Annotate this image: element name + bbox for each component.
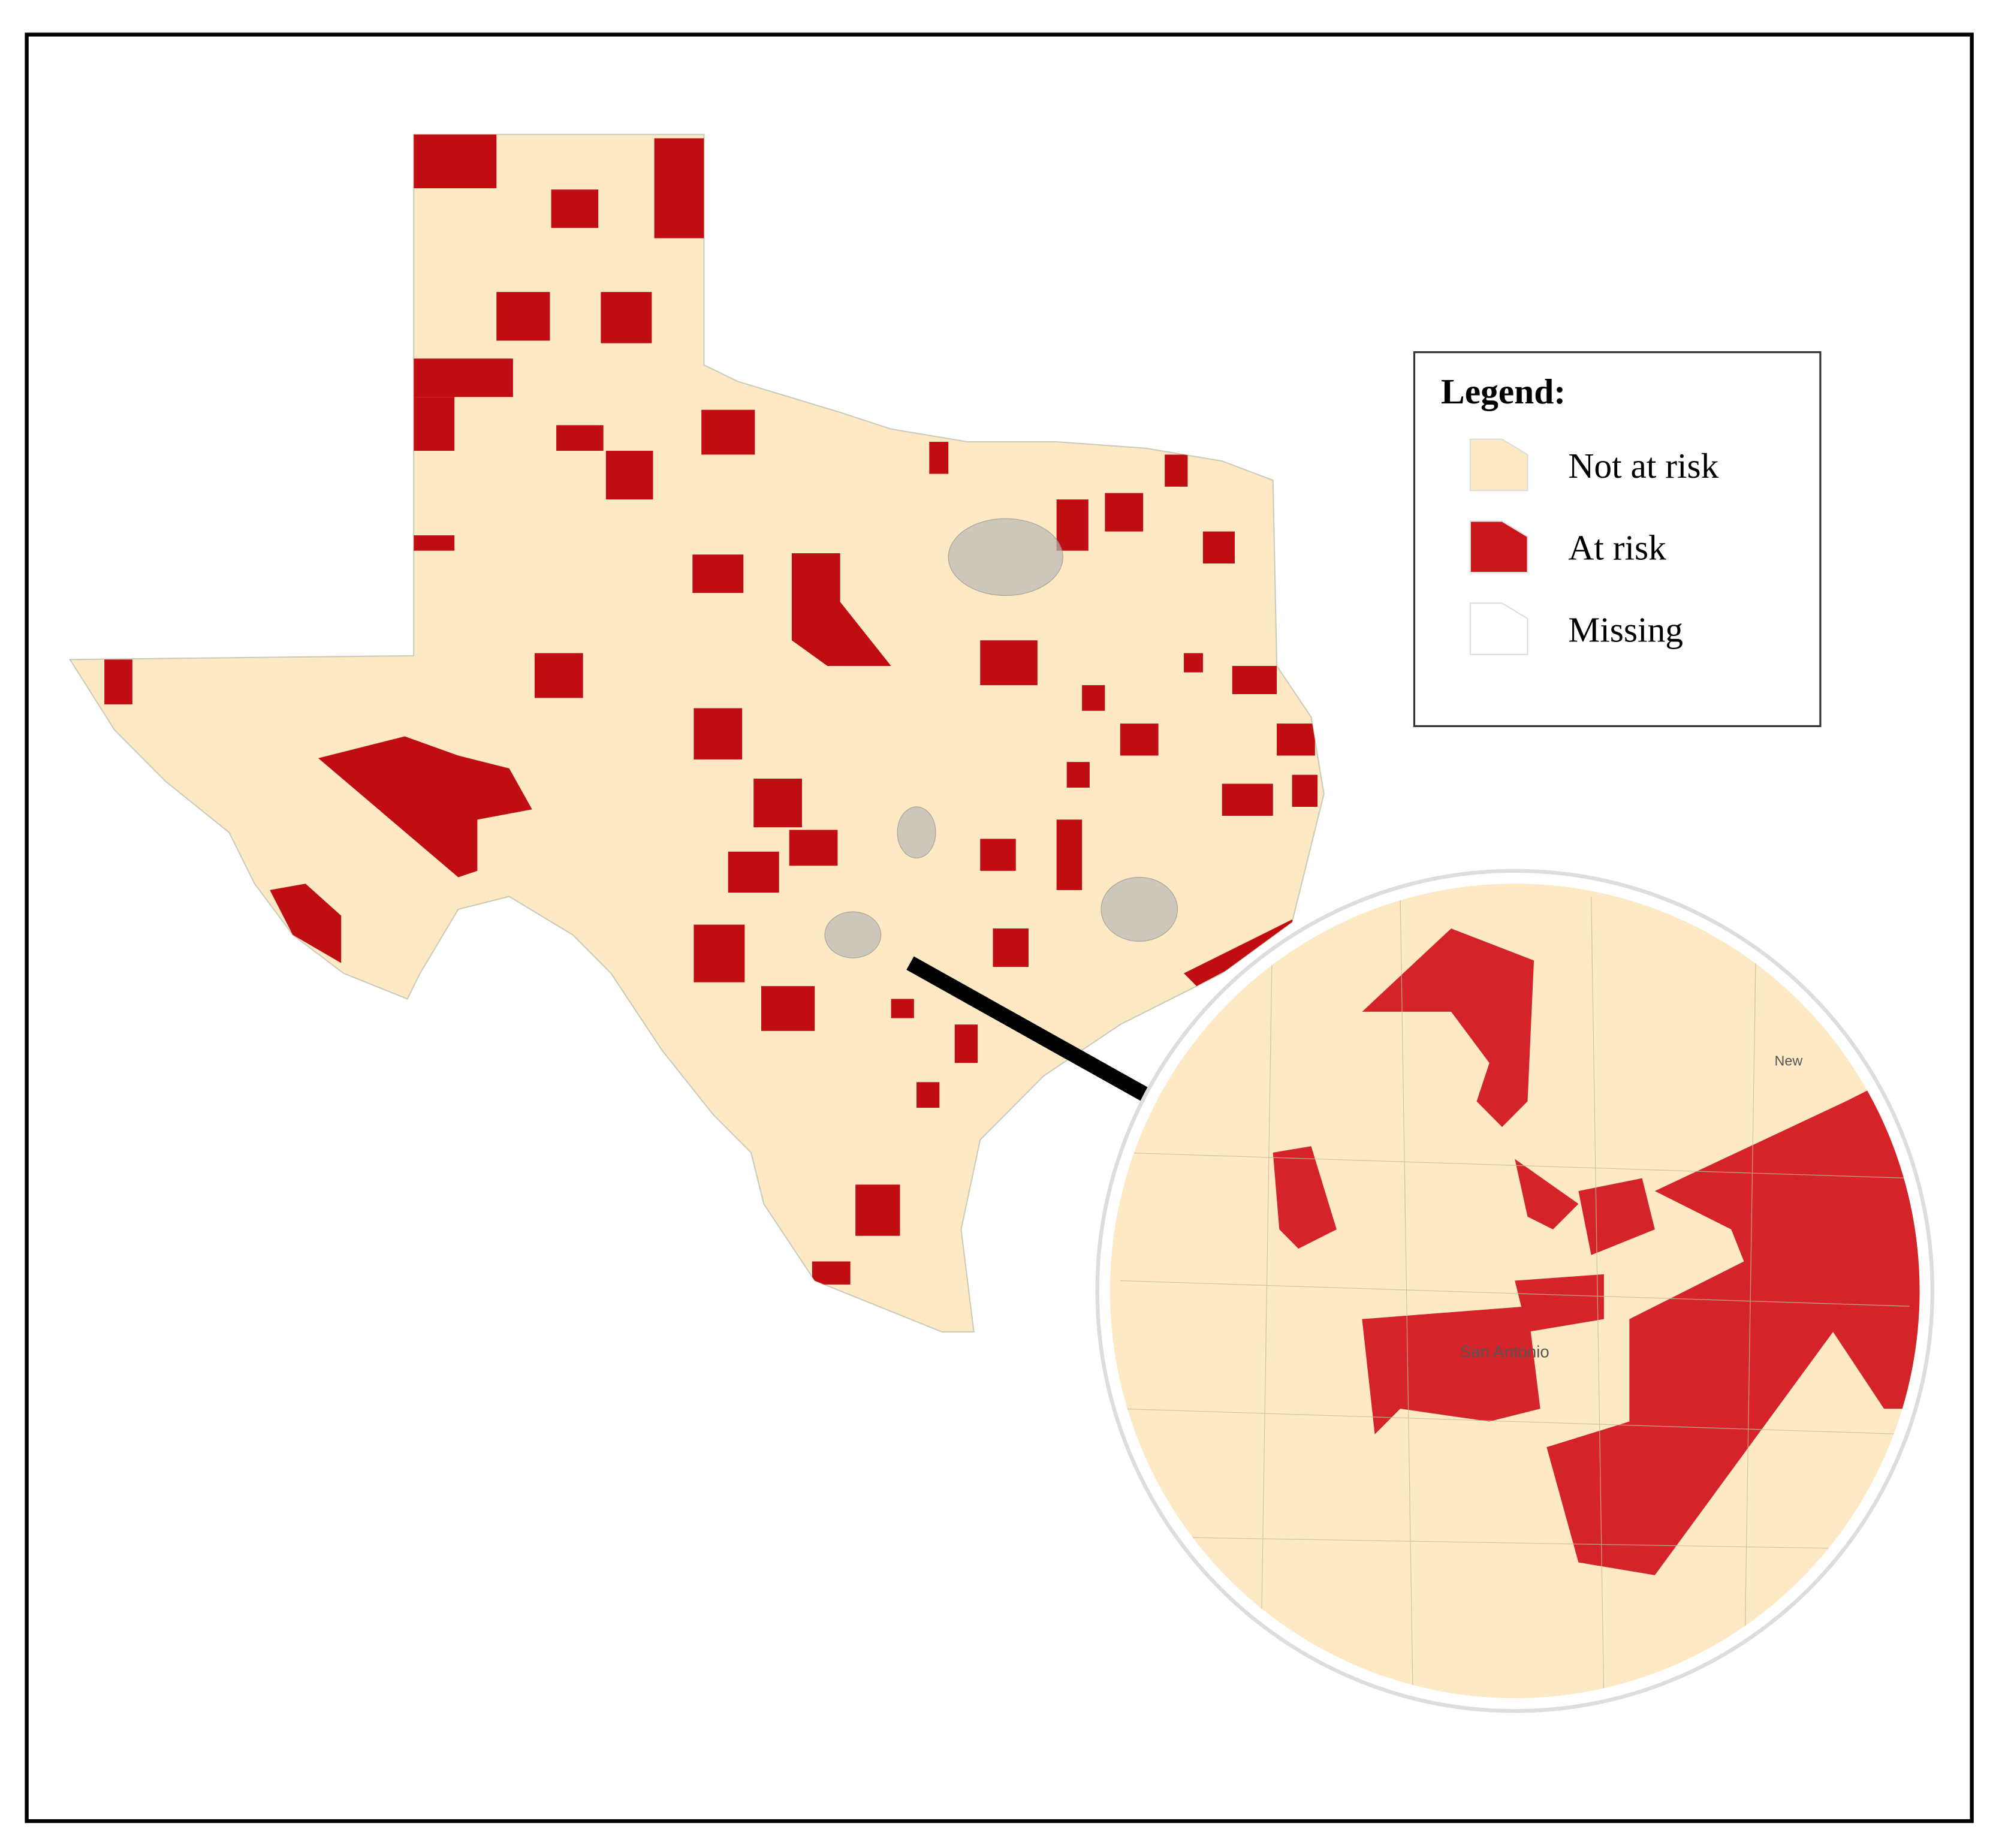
at-risk-areas <box>104 134 1318 1285</box>
urban-clusters <box>824 518 1178 958</box>
legend-label: Missing <box>1568 610 1683 649</box>
legend-swatch <box>1469 602 1528 655</box>
legend-label: At risk <box>1568 528 1666 568</box>
legend: Legend: Not at risk At risk Missing <box>1413 351 1822 728</box>
inset-at-risk <box>1273 928 1920 1575</box>
legend-label: Not at risk <box>1568 446 1718 486</box>
texas-map <box>68 134 1325 1333</box>
place-label: San Antonio <box>1460 1343 1549 1361</box>
legend-swatch <box>1469 520 1528 574</box>
place-label: New <box>1774 1053 1802 1069</box>
inset-map: San Antonio New <box>1095 869 1934 1713</box>
legend-swatch <box>1469 438 1528 492</box>
legend-title: Legend: <box>1441 372 1566 411</box>
